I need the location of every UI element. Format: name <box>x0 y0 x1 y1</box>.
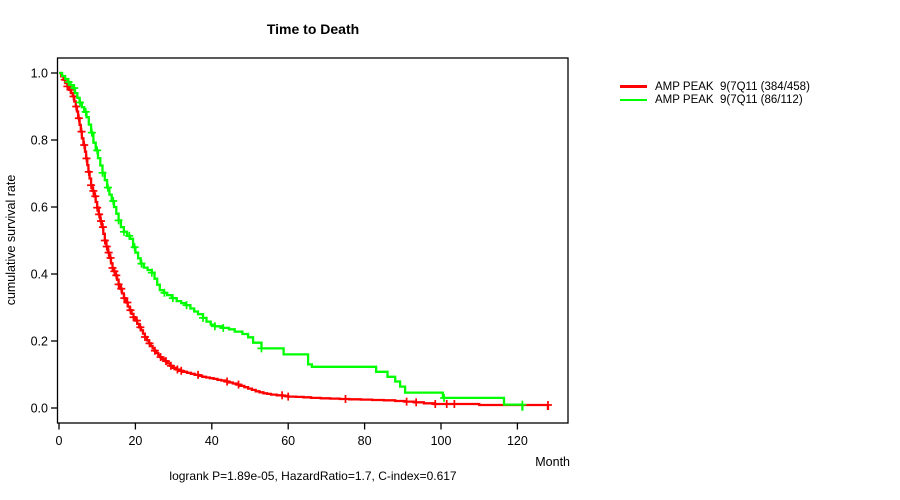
survival-curve-0 <box>59 71 548 407</box>
y-tick-label: 0.2 <box>31 334 48 348</box>
y-tick-label: 0.8 <box>31 133 48 147</box>
y-axis-label: cumulative survival rate <box>4 174 18 306</box>
axes: 0 20 40 60 80 100 120 0.0 0.2 0.4 0.6 0.8 1.0 <box>31 57 569 448</box>
x-tick-label: 0 <box>56 434 63 448</box>
legend-label: AMP PEAK 9(7Q11 (384/458) <box>655 80 810 93</box>
x-tick-label: 120 <box>507 434 528 448</box>
series-1 <box>59 71 527 411</box>
y-tick-label: 0.0 <box>31 401 48 415</box>
legend-swatch-line <box>620 98 647 102</box>
x-tick-label: 60 <box>281 434 295 448</box>
y-tick-label: 1.0 <box>31 66 48 80</box>
legend-item: AMP PEAK 9(7Q11 (384/458) <box>620 80 810 93</box>
legend-swatch-line <box>620 85 647 88</box>
x-tick-label: 40 <box>205 434 219 448</box>
series-0 <box>59 71 552 410</box>
y-tick-label: 0.6 <box>31 200 48 214</box>
chart-title: Time to Death <box>266 21 360 37</box>
censor-marks-0 <box>60 75 552 409</box>
stats-annotation: logrank P=1.89e-05, HazardRatio=1.7, C-i… <box>169 469 457 483</box>
survival-curve-1 <box>59 71 523 406</box>
plot-frame <box>56 57 569 424</box>
x-tick-label: 20 <box>128 434 142 448</box>
censor-marks-1 <box>64 78 527 409</box>
y-tick-label: 0.4 <box>31 267 48 281</box>
x-tick-label: 100 <box>431 434 452 448</box>
legend-label: AMP PEAK 9(7Q11 (86/112) <box>655 94 803 107</box>
x-tick-label: 80 <box>358 434 372 448</box>
legend: AMP PEAK 9(7Q11 (384/458) AMP PEAK 9(7Q1… <box>620 80 810 107</box>
legend-item: AMP PEAK 9(7Q11 (86/112) <box>620 93 810 106</box>
x-axis-label: Month <box>535 455 570 469</box>
